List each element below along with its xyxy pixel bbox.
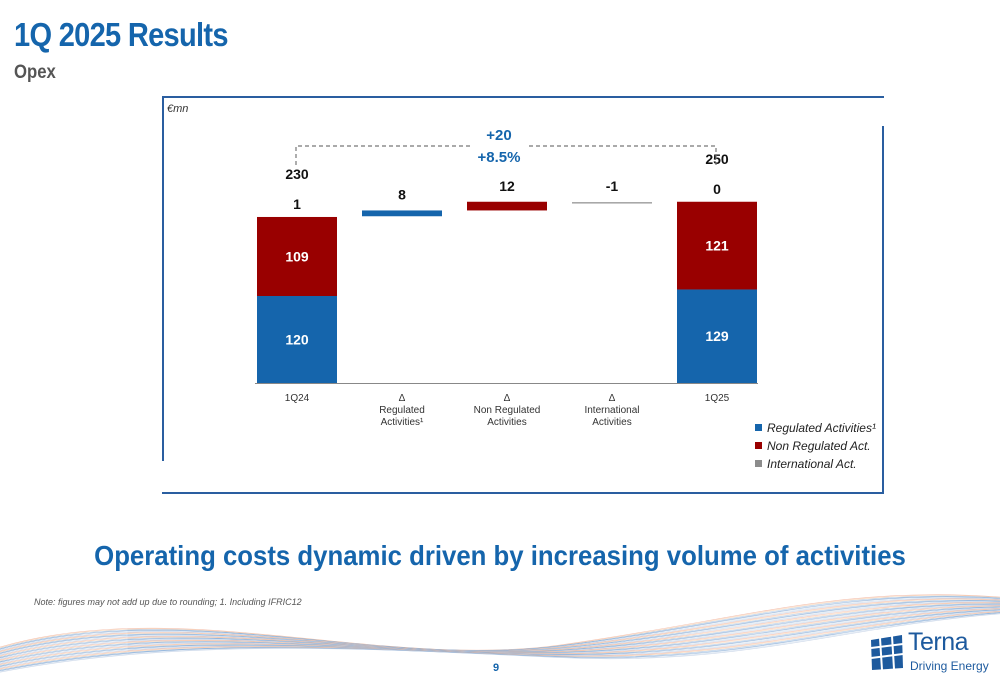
- total-label-0: 230: [285, 166, 309, 182]
- legend-swatch-1: [755, 442, 762, 449]
- delta-bar-2: [467, 201, 547, 211]
- wave-line: [0, 601, 1000, 655]
- total-label-4: 250: [705, 151, 729, 167]
- wave-line: [0, 613, 1000, 672]
- wave-line: [0, 612, 1000, 672]
- bar-non-regulated-4: [677, 201, 757, 290]
- wave-line: [0, 603, 1000, 658]
- bar-regulated-4: [677, 289, 757, 383]
- wave-line: [0, 602, 1000, 657]
- wave-line: [0, 597, 1000, 651]
- wave-line: [0, 608, 1000, 666]
- category-label-1-1: Regulated: [379, 405, 425, 416]
- bridge-bracket: [295, 145, 717, 165]
- terna-logo-icon: [870, 635, 904, 671]
- label-international-0: 1: [293, 196, 301, 212]
- wave-line: [0, 609, 1000, 667]
- label-regulated-0: 120: [285, 332, 309, 348]
- category-label-1-0: Δ: [399, 393, 406, 404]
- legend-label-2: International Act.: [767, 457, 857, 471]
- category-label-3-1: International: [584, 405, 639, 416]
- wave-line: [0, 598, 1000, 652]
- category-label-3-0: Δ: [609, 393, 616, 404]
- bar-regulated-0: [257, 296, 337, 383]
- wave-line: [0, 610, 1000, 668]
- logo-brand: Terna: [908, 628, 969, 656]
- legend-swatch-2: [755, 460, 762, 467]
- wave-line: [0, 597, 1000, 652]
- category-label-4-0: 1Q25: [705, 393, 730, 404]
- wave-line: [0, 602, 1000, 656]
- wave-line: [0, 609, 1000, 667]
- legend-swatch-0: [755, 424, 762, 431]
- legend-label-1: Non Regulated Act.: [767, 439, 871, 453]
- category-label-1-2: Activities¹: [381, 417, 424, 428]
- footnote: Note: figures may not add up due to roun…: [34, 597, 302, 607]
- unit-label: €mn: [167, 103, 189, 115]
- label-international-4: 0: [713, 181, 721, 197]
- wave-line: [0, 604, 1000, 660]
- wave-line: [0, 603, 1000, 659]
- wave-line: [0, 596, 1000, 651]
- headline: Operating costs dynamic driven by increa…: [94, 540, 906, 571]
- logo-tagline: Driving Energy: [910, 659, 989, 673]
- wave-line: [0, 600, 1000, 654]
- wave-line: [0, 594, 1000, 651]
- wave-line: [0, 606, 1000, 662]
- wave-line: [0, 611, 1000, 669]
- bridge-abs-label: +20: [486, 127, 511, 144]
- delta-label-1: 8: [398, 186, 406, 202]
- category-label-2-1: Non Regulated: [474, 405, 541, 416]
- label-non-regulated-0: 109: [285, 248, 309, 264]
- wave-line: [0, 601, 1000, 656]
- page-title: 1Q 2025 Results: [14, 16, 229, 53]
- wave-line: [0, 599, 1000, 654]
- wave-line: [0, 604, 1000, 659]
- delta-bar-3: [572, 202, 652, 204]
- bridge-pct-label: +8.5%: [478, 149, 521, 166]
- category-label-2-2: Activities: [487, 417, 526, 428]
- wave-line: [0, 606, 1000, 663]
- category-label-2-0: Δ: [504, 393, 511, 404]
- wave-line: [0, 613, 1000, 673]
- bar-non-regulated-0: [257, 216, 337, 296]
- bridge-label-bg: [470, 124, 528, 168]
- category-label-0-0: 1Q24: [285, 393, 310, 404]
- wave-line: [0, 599, 1000, 653]
- wave-line: [0, 595, 1000, 651]
- wave-line: [0, 612, 1000, 671]
- wave-line: [0, 611, 1000, 670]
- wave-line: [0, 607, 1000, 664]
- wave-line: [0, 605, 1000, 661]
- wave-line: [0, 605, 1000, 661]
- wave-line: [0, 607, 1000, 664]
- page-subtitle: Opex: [14, 62, 56, 83]
- wave-line: [0, 608, 1000, 665]
- page-number: 9: [493, 662, 500, 674]
- chart-frame: [162, 96, 884, 494]
- delta-bar-1: [362, 210, 442, 217]
- delta-label-2: 12: [499, 178, 515, 194]
- label-non-regulated-4: 121: [705, 238, 729, 254]
- legend-label-0: Regulated Activities¹: [767, 421, 876, 435]
- label-regulated-4: 129: [705, 328, 729, 344]
- wave-line: [0, 595, 1000, 651]
- wave-line: [0, 610, 1000, 669]
- terna-logo: Terna Driving Energy: [868, 628, 993, 678]
- delta-label-3: -1: [606, 178, 619, 194]
- decorative-waves: [0, 594, 1000, 673]
- category-label-3-2: Activities: [592, 417, 631, 428]
